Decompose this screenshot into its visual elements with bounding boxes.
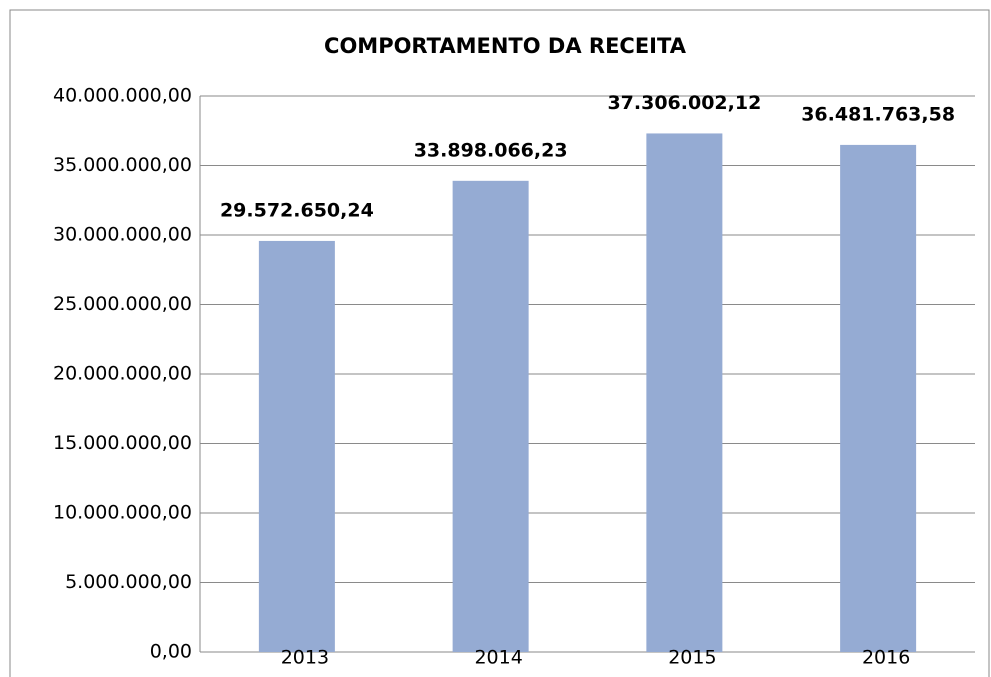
y-tick-label: 30.000.000,00 [53, 224, 192, 246]
data-label: 33.898.066,23 [414, 139, 568, 161]
y-tick-label: 15.000.000,00 [53, 432, 192, 454]
y-tick-label: 20.000.000,00 [53, 363, 192, 385]
bar [840, 144, 917, 652]
data-label: 29.572.650,24 [220, 199, 374, 221]
bar [258, 240, 335, 652]
x-tick-label: 2016 [862, 647, 910, 669]
y-tick-label: 35.000.000,00 [53, 154, 192, 176]
data-label: 37.306.002,12 [607, 92, 761, 114]
y-tick-label: 25.000.000,00 [53, 293, 192, 315]
bar [646, 133, 723, 653]
y-tick-label: 5.000.000,00 [65, 571, 192, 593]
x-tick-label: 2014 [474, 647, 522, 669]
x-tick-label: 2015 [668, 647, 716, 669]
y-tick-label: 40.000.000,00 [53, 85, 192, 107]
y-tick-label: 10.000.000,00 [53, 502, 192, 524]
data-label: 36.481.763,58 [801, 103, 955, 125]
y-tick-label: 0,00 [150, 641, 192, 663]
chart-title: COMPORTAMENTO DA RECEITA [324, 34, 687, 58]
x-tick-label: 2013 [281, 647, 329, 669]
bar [452, 180, 529, 652]
